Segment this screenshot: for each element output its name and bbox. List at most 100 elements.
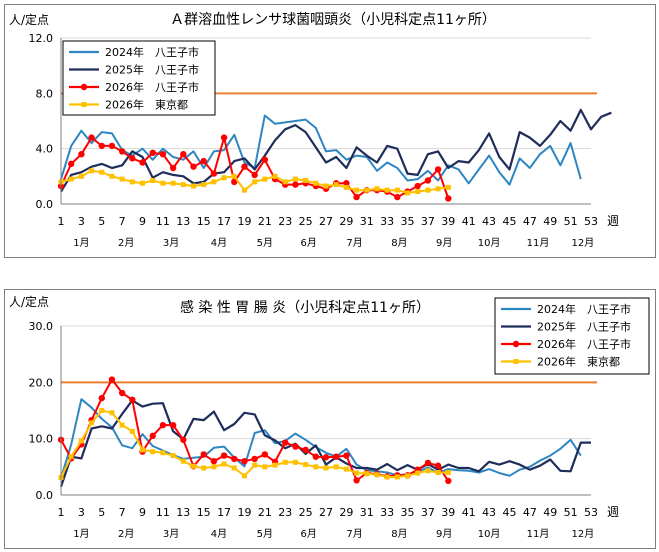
- data-point: [169, 164, 177, 172]
- data-point: [231, 178, 238, 186]
- data-point: [170, 453, 176, 459]
- y-tick-label: 30.0: [29, 320, 54, 333]
- x-tick-label: 31: [360, 506, 374, 519]
- data-point: [252, 462, 258, 468]
- data-point: [435, 186, 441, 192]
- data-point: [374, 186, 380, 192]
- month-label: 4月: [211, 237, 227, 249]
- data-point: [415, 470, 421, 476]
- data-point: [221, 175, 227, 181]
- month-label: 5月: [257, 237, 273, 249]
- x-tick-label: 45: [502, 506, 516, 519]
- series-line-0: [60, 114, 582, 186]
- month-label: 2月: [118, 528, 134, 540]
- data-point: [251, 455, 258, 463]
- data-point: [220, 452, 228, 459]
- data-point: [159, 151, 167, 158]
- data-point: [434, 462, 442, 469]
- x-tick-label: 5: [98, 506, 105, 519]
- data-point: [261, 451, 269, 458]
- x-tick-label: 35: [401, 215, 415, 228]
- data-point: [241, 473, 247, 479]
- data-point: [241, 458, 248, 465]
- data-point: [129, 155, 136, 162]
- data-point: [292, 176, 298, 182]
- x-tick-label: 29: [339, 215, 353, 228]
- data-point: [119, 176, 125, 182]
- data-point: [108, 376, 116, 383]
- data-point: [139, 159, 146, 166]
- chart-title: 感 染 性 胃 腸 炎（小児科定点11ヶ所）: [180, 299, 430, 316]
- data-point: [68, 176, 74, 182]
- data-point: [78, 173, 84, 179]
- data-point: [445, 469, 451, 475]
- x-tick-label: 19: [237, 215, 251, 228]
- data-point: [424, 459, 432, 467]
- y-tick-label: 4.0: [36, 143, 54, 156]
- data-point: [78, 151, 85, 158]
- legend-label-0: 2024年 八王子市: [105, 45, 199, 59]
- data-point: [150, 449, 156, 455]
- data-point: [343, 466, 349, 472]
- data-point: [425, 187, 431, 193]
- data-point: [211, 464, 217, 470]
- chart-strep: Ａ群溶血性レンサ球菌咽頭炎（小児科定点11ヶ所） 人/定点 0.0 4.0 8.0 12.…: [9, 12, 619, 249]
- x-tick-label: 3: [78, 215, 85, 228]
- legend-label-2: 2026年 八王子市: [537, 337, 631, 351]
- x-tick-label: 9: [139, 215, 146, 228]
- data-point: [405, 190, 411, 196]
- data-point: [435, 469, 441, 475]
- month-label: 8月: [391, 528, 407, 540]
- legend-box: [62, 40, 216, 116]
- data-point: [191, 183, 196, 189]
- x-tick-label: 49: [543, 215, 557, 228]
- legend-label-0: 2024年 八王子市: [537, 302, 631, 316]
- x-tick-label: 7: [119, 506, 126, 519]
- data-point: [333, 464, 339, 470]
- data-point: [364, 187, 370, 193]
- data-point: [394, 193, 401, 201]
- legend-marker: [81, 102, 87, 107]
- month-label: 2月: [118, 237, 134, 249]
- data-point: [292, 443, 299, 450]
- data-point: [180, 436, 187, 443]
- data-point: [354, 187, 360, 193]
- data-point: [445, 195, 452, 202]
- data-point: [272, 173, 278, 179]
- data-point: [160, 450, 166, 456]
- data-point: [98, 394, 105, 402]
- data-point: [129, 179, 135, 185]
- data-point: [343, 180, 350, 187]
- x-tick-label: 25: [299, 215, 313, 228]
- data-point: [210, 170, 218, 177]
- data-point: [99, 408, 105, 413]
- month-label: 4月: [211, 528, 227, 540]
- data-point: [119, 422, 125, 428]
- x-tick-label: 45: [502, 215, 516, 228]
- data-point: [272, 462, 278, 468]
- x-tick-label: 21: [258, 506, 272, 519]
- x-tick-label: 11: [156, 506, 170, 519]
- x-tick-label: 1: [58, 215, 65, 228]
- data-point: [445, 477, 452, 485]
- data-point: [231, 465, 237, 471]
- data-point: [262, 464, 268, 470]
- x-tick-label: 23: [278, 506, 292, 519]
- series-line-1: [60, 108, 612, 193]
- x-tick-label: 49: [543, 506, 557, 519]
- y-tick-label: 8.0: [36, 87, 54, 100]
- x-tick-label: 47: [523, 215, 537, 228]
- month-label: 11月: [527, 237, 550, 249]
- x-tick-label: 27: [319, 215, 333, 228]
- data-point: [354, 470, 360, 476]
- data-point: [150, 177, 156, 183]
- legend-marker: [80, 83, 88, 91]
- y-tick-label: 12.0: [29, 32, 54, 45]
- data-point: [394, 474, 400, 480]
- x-tick-label: 43: [482, 506, 496, 519]
- data-point: [68, 454, 74, 460]
- data-point: [302, 446, 309, 454]
- x-tick-label: 41: [462, 215, 476, 228]
- data-point: [190, 163, 197, 170]
- data-point: [343, 184, 349, 190]
